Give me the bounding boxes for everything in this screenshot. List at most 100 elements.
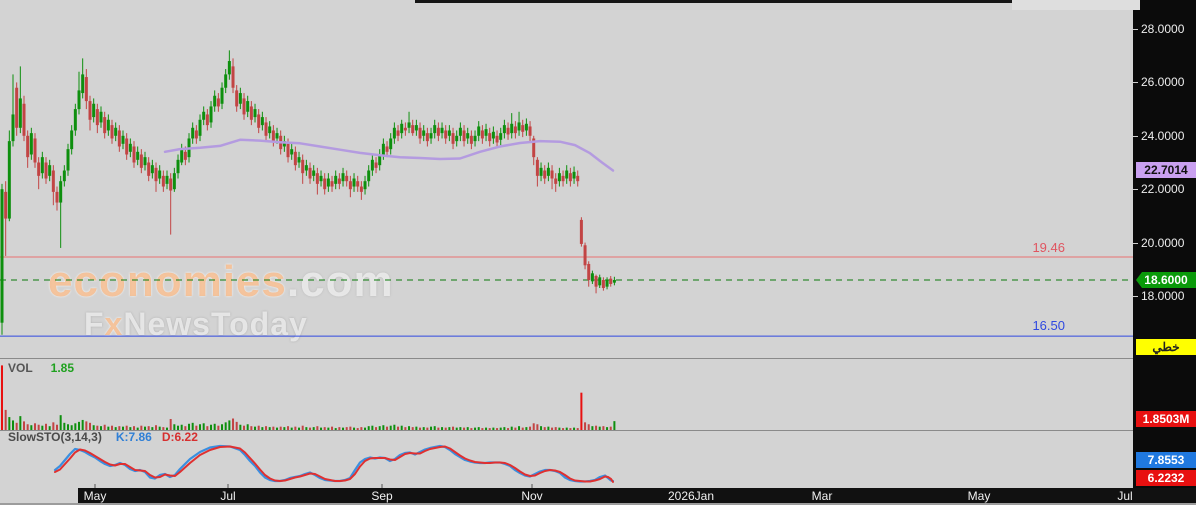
volume-bar	[100, 426, 103, 430]
volume-bar	[569, 428, 572, 430]
volume-bar	[210, 424, 213, 430]
month-label: Mar	[811, 489, 833, 503]
volume-bar	[507, 428, 510, 430]
volume-bar	[584, 422, 587, 430]
volume-bar	[331, 426, 334, 430]
volume-bar	[85, 421, 88, 430]
support-level-label: 16.50	[1032, 318, 1065, 333]
volume-bar	[96, 425, 99, 430]
volume-bar	[272, 426, 275, 430]
month-label: Jul	[1117, 489, 1133, 503]
volume-bar	[463, 427, 466, 430]
volume-bar	[393, 424, 396, 430]
volume-bar	[338, 427, 341, 430]
resistance-level-label: 19.46	[1032, 240, 1065, 255]
volume-bar	[8, 417, 11, 430]
volume-bar	[360, 427, 363, 430]
price-tick	[1133, 296, 1138, 297]
volume-bar	[334, 428, 337, 430]
volume-bar	[257, 425, 260, 430]
price-tick	[1133, 82, 1138, 84]
volume-bar	[243, 425, 246, 430]
volume-bar	[268, 427, 271, 430]
volume-bar	[591, 426, 594, 430]
moving-average-line	[163, 138, 615, 172]
volume-bar	[378, 426, 381, 430]
time-axis[interactable]: May Jul Sep Nov 2026Jan Mar May Jul	[78, 488, 1196, 503]
volume-bar	[279, 426, 282, 430]
volume-bar	[554, 427, 557, 430]
price-tick	[1133, 242, 1138, 244]
volume-bar	[309, 427, 312, 430]
volume-bar	[419, 427, 422, 430]
volume-bar	[246, 424, 249, 430]
volume-bar	[353, 427, 356, 430]
stochastic-d-value: D:6.22	[161, 430, 198, 444]
volume-bar	[191, 422, 194, 430]
volume-bar	[228, 420, 231, 430]
volume-bar	[184, 426, 187, 430]
volume-bar	[613, 421, 616, 430]
volume-bar	[118, 426, 121, 430]
volume-bar	[547, 426, 550, 430]
volume-bar	[107, 426, 110, 430]
price-axis[interactable]: 28.0000 26.0000 24.0000 22.0000 20.0000 18.00…	[1133, 0, 1196, 505]
price-tick-label: 28.0000	[1141, 22, 1185, 36]
volume-bar	[364, 427, 367, 430]
volume-bar	[74, 423, 77, 430]
volume-bar	[345, 427, 348, 430]
volume-bar	[56, 424, 59, 430]
volume-panel[interactable]	[0, 358, 1133, 430]
volume-bar	[298, 427, 301, 430]
price-tick-label: 26.0000	[1141, 75, 1185, 90]
volume-bar	[485, 427, 488, 430]
volume-bar	[294, 426, 297, 430]
candles-group	[0, 50, 616, 335]
stochastic-indicator-label: SlowSTO(3,14,3)	[8, 430, 102, 444]
volume-bar	[224, 422, 227, 430]
scale-type-button[interactable]: خطي	[1136, 339, 1196, 355]
volume-bar	[45, 423, 48, 430]
stochastic-panel[interactable]	[0, 430, 1133, 489]
volume-bar	[349, 426, 352, 430]
volume-bar	[151, 427, 154, 430]
volume-bar	[580, 392, 583, 430]
price-chart-panel[interactable]: economies.com FxNewsToday 19.46 16.50	[0, 0, 1133, 357]
month-label: Sep	[371, 489, 393, 503]
volume-bar	[52, 422, 55, 430]
volume-bar	[477, 427, 480, 430]
volume-bar	[250, 426, 253, 430]
volume-bar	[433, 426, 436, 430]
volume-bar	[232, 418, 235, 430]
volume-bar	[518, 426, 521, 430]
month-label: 2026Jan	[667, 489, 715, 503]
volume-bar	[265, 426, 268, 430]
volume-bar	[239, 424, 242, 430]
volume-bar	[587, 424, 590, 430]
volume-bar	[158, 426, 161, 430]
volume-bar	[411, 427, 414, 430]
volume-bar	[63, 422, 66, 430]
volume-bar	[155, 425, 158, 430]
price-tick-label: 22.0000	[1141, 182, 1185, 197]
volume-bar	[140, 425, 143, 430]
volume-bar	[562, 428, 565, 430]
volume-bar	[609, 426, 612, 430]
volume-bar	[375, 427, 378, 430]
volume-bar	[144, 426, 147, 430]
volume-bar	[323, 427, 326, 430]
volume-bar	[430, 426, 433, 430]
volume-bar	[455, 427, 458, 430]
volume-bar	[287, 426, 290, 430]
price-tick	[1133, 135, 1138, 137]
volume-bar	[283, 427, 286, 430]
volume-value-badge: 1.8503M	[1136, 411, 1196, 427]
volume-bar	[529, 426, 532, 430]
volume-bar	[103, 424, 106, 430]
volume-bar	[474, 427, 477, 430]
volume-bar	[573, 427, 576, 430]
volume-bar	[540, 426, 543, 430]
window-artifact	[1012, 0, 1140, 10]
volume-bar	[404, 427, 407, 430]
price-tick-label: 24.0000	[1141, 128, 1185, 143]
